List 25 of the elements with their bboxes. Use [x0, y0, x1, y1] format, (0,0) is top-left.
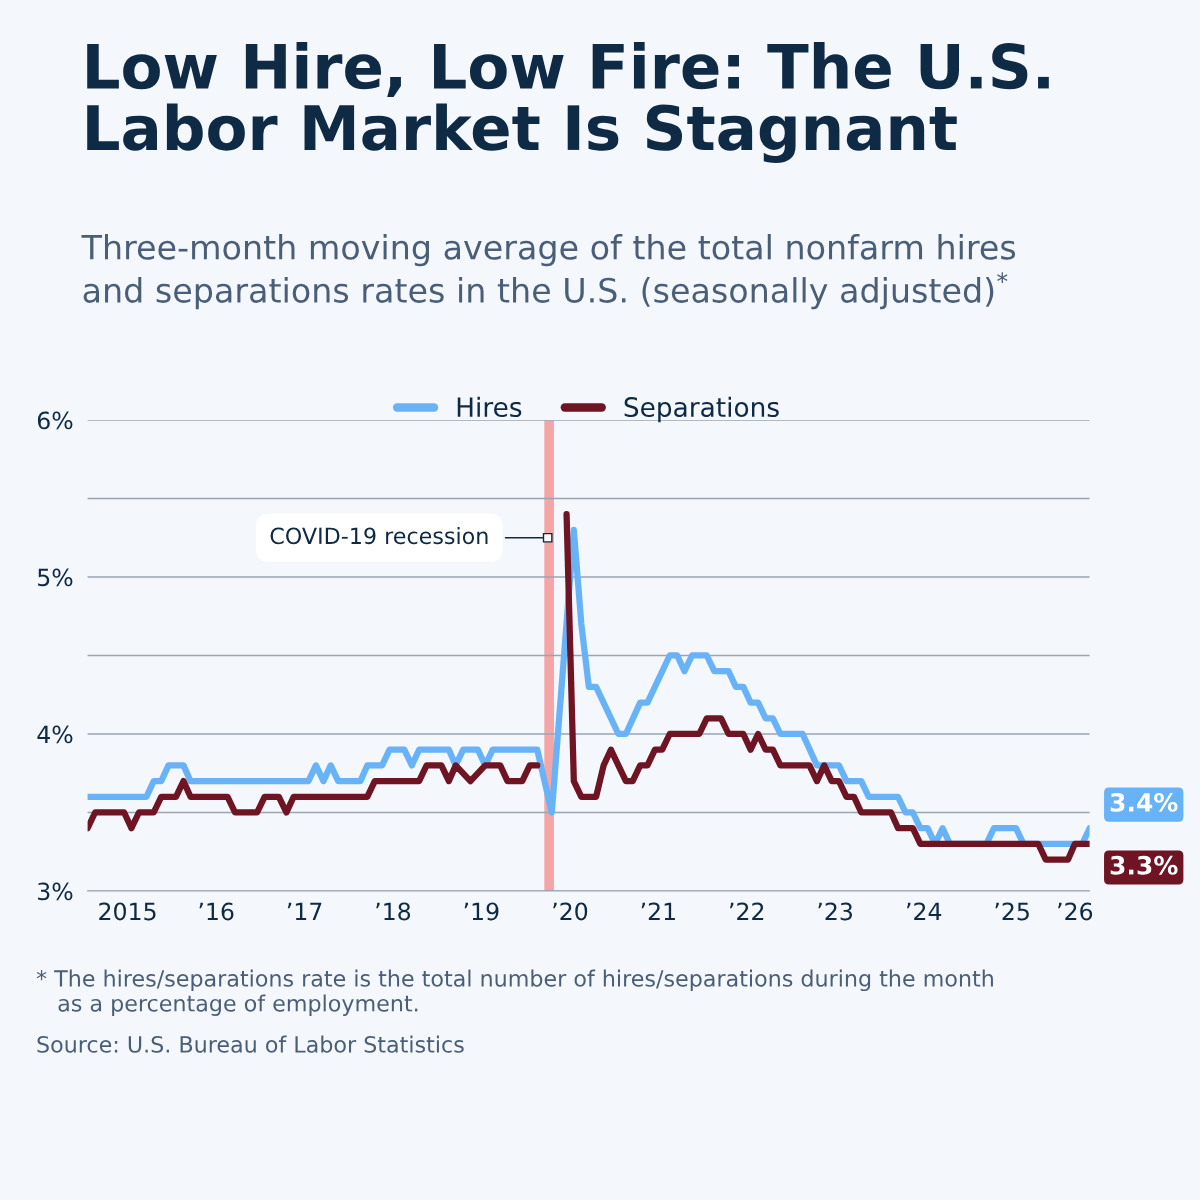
x-tick-label: 2015	[99, 902, 156, 921]
y-tick-label: 5%	[38, 568, 73, 587]
legend-label: Separations	[624, 396, 779, 423]
x-tick-label: ’26	[1058, 902, 1093, 921]
x-tick-label: ’22	[730, 902, 764, 921]
data-label: 3.3%	[1110, 855, 1178, 875]
x-tick-label: ’25	[995, 902, 1029, 921]
annotation: COVID-19 recession	[270, 527, 488, 545]
text: * The hires/separations rate is the total number of hires/separations during the month as a percentage of employment.	[36, 969, 993, 1016]
x-tick-label: ’21	[641, 902, 675, 921]
y-tick-label: 6%	[37, 411, 73, 430]
x-tick-label: ’23	[818, 902, 852, 921]
source-note: Source: U.S. Bureau of Labor Statistics	[37, 1035, 464, 1053]
x-tick-label: ’24	[907, 902, 942, 921]
x-tick-label: ’20	[553, 902, 588, 921]
chart-subtitle: Three-month moving average of the total nonfarm hires and separations rates in the U.S. (seasonally adjusted)$^{*}$	[81, 234, 1016, 310]
x-tick-label: ’16	[199, 902, 234, 921]
y-tick-label: 4%	[37, 725, 73, 744]
data-label: 3.4%	[1110, 792, 1178, 812]
chart-title: Low Hire, Low Fire: The U.S. Labor Market Is Stagnant	[87, 42, 1049, 164]
x-tick-label: ’18	[376, 902, 411, 921]
legend-label: Hires	[457, 396, 522, 418]
y-tick-label: 3%	[38, 882, 73, 901]
x-tick-label: ’17	[287, 902, 322, 921]
x-tick-label: ’19	[464, 902, 499, 921]
